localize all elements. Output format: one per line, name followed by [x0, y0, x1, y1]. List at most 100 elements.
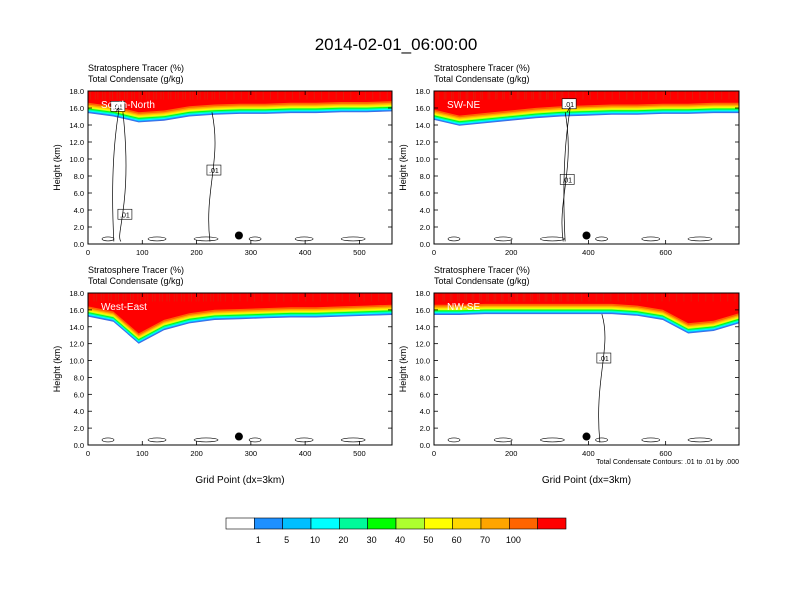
surface-contour [641, 437, 661, 443]
y-tick-label: 18.0 [415, 289, 430, 298]
y-tick-label: 2.0 [420, 223, 430, 232]
x-tick-label: 200 [190, 449, 203, 458]
x-axis-label: Grid Point (dx=3km) [542, 475, 631, 486]
x-tick-label: 600 [659, 449, 672, 458]
colorbar-label: 30 [367, 535, 377, 545]
colorbar-label: 20 [338, 535, 348, 545]
contour-label: .01 [120, 212, 130, 219]
y-tick-label: 2.0 [74, 424, 84, 433]
location-marker [582, 231, 591, 240]
y-tick-label: 16.0 [415, 306, 430, 315]
figure-title: 2014-02-01_06:00:00 [315, 35, 478, 54]
y-tick-label: 18.0 [415, 87, 430, 96]
y-tick-label: 12.0 [415, 138, 430, 147]
x-tick-label: 0 [86, 248, 90, 257]
contour-label-box [110, 101, 126, 112]
location-marker [234, 231, 243, 240]
colorbar-swatch [339, 517, 368, 530]
surface-contour [147, 437, 167, 443]
y-tick-label: 6.0 [420, 390, 430, 399]
condensate-contour [208, 112, 216, 242]
plot-area: .01 .01 .01 [88, 91, 392, 242]
x-tick-label: 0 [432, 449, 436, 458]
y-tick-label: 14.0 [415, 323, 430, 332]
colorbar-label: 70 [480, 535, 490, 545]
surface-contour [447, 437, 461, 443]
location-marker [234, 432, 243, 441]
x-tick-label: 200 [505, 248, 518, 257]
y-axis-label: Height (km) [398, 346, 408, 393]
x-tick-label: 300 [245, 248, 258, 257]
panel-header-condensate: Total Condensate (g/kg) [88, 276, 184, 286]
colorbar-swatch [254, 517, 283, 530]
condensate-contour [112, 107, 120, 242]
surface-contour [340, 437, 366, 443]
plot-frame [433, 292, 740, 446]
y-tick-label: 18.0 [69, 289, 84, 298]
surface-contour [687, 437, 713, 443]
tracer-core [88, 293, 392, 334]
surface-contour [294, 437, 314, 443]
colorbar-label: 100 [506, 535, 521, 545]
y-tick-label: 0.0 [74, 240, 84, 249]
contour-label: .01 [562, 177, 572, 184]
colorbar-label: 5 [284, 535, 289, 545]
y-tick-label: 10.0 [415, 357, 430, 366]
contour-label: .01 [209, 168, 219, 175]
colorbar-swatch [395, 517, 425, 530]
x-tick-label: 300 [245, 449, 258, 458]
surface-contour [540, 437, 565, 443]
y-axis-label: Height (km) [52, 144, 62, 191]
panel-label: NW-SE [447, 302, 480, 313]
x-tick-label: 400 [582, 248, 595, 257]
contour-note: Total Condensate Contours: .01 to .01 by… [596, 459, 739, 466]
colorbar-label: 60 [452, 535, 462, 545]
plot-area: .01 [434, 293, 739, 443]
surface-contour [540, 236, 565, 242]
x-tick-label: 0 [432, 248, 436, 257]
panel-header-tracer: Stratosphere Tracer (%) [434, 63, 530, 73]
y-tick-label: 0.0 [420, 441, 430, 450]
surface-contour [340, 236, 366, 242]
panel-3: 0 100 200 300 400 500 0.0 2.0 4.0 6.0 8.0 10.0 12.0 1… [52, 265, 393, 486]
panel-2: .01 .01 0 200 400 600 0.0 2.0 4.0 6.0 8.0 10.0 12.0 1… [398, 63, 740, 257]
y-tick-label: 8.0 [74, 172, 84, 181]
surface-contour [294, 236, 314, 242]
colorbar-label: 1 [256, 535, 261, 545]
plot-frame [433, 90, 740, 245]
surface-contour [641, 236, 661, 242]
y-tick-label: 8.0 [420, 373, 430, 382]
plot-area [88, 293, 392, 443]
colorbar-swatch [282, 517, 312, 530]
y-tick-label: 16.0 [415, 104, 430, 113]
y-tick-label: 6.0 [420, 189, 430, 198]
panel-header-condensate: Total Condensate (g/kg) [88, 74, 184, 84]
y-tick-label: 10.0 [69, 155, 84, 164]
condensate-contour [119, 112, 127, 242]
plot-frame [87, 90, 393, 245]
contour-label-box [117, 208, 133, 220]
colorbar-swatch [537, 517, 567, 530]
colorbar-swatch [452, 517, 482, 530]
panel-header-tracer: Stratosphere Tracer (%) [88, 265, 184, 275]
x-tick-label: 500 [353, 449, 366, 458]
surface-contour [595, 437, 608, 443]
x-axis-label: Grid Point (dx=3km) [195, 475, 284, 486]
y-tick-label: 12.0 [69, 138, 84, 147]
y-tick-label: 14.0 [69, 323, 84, 332]
panel-header-condensate: Total Condensate (g/kg) [434, 74, 530, 84]
y-tick-label: 4.0 [74, 407, 84, 416]
plot-area: .01 .01 [434, 91, 739, 242]
x-tick-label: 400 [582, 449, 595, 458]
y-axis-label: Height (km) [398, 144, 408, 191]
y-tick-label: 18.0 [69, 87, 84, 96]
plot-frame [87, 292, 393, 446]
colorbar-label: 40 [395, 535, 405, 545]
y-tick-label: 8.0 [74, 373, 84, 382]
x-tick-label: 0 [86, 449, 90, 458]
colorbar: 1 5 10 20 30 40 50 60 70 100 [225, 517, 567, 545]
y-tick-label: 0.0 [74, 441, 84, 450]
y-tick-label: 6.0 [74, 390, 84, 399]
y-tick-label: 2.0 [74, 223, 84, 232]
